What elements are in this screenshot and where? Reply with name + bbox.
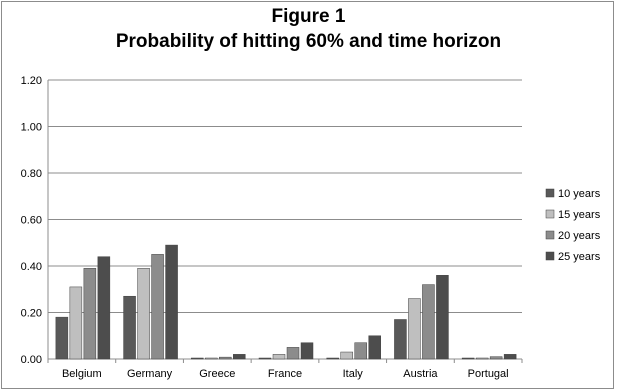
bar [489,356,503,360]
bar [83,268,97,360]
y-tick-label: 0.80 [21,168,42,180]
category-label: Portugal [468,368,509,380]
bar [286,347,300,360]
legend-swatch [545,230,555,240]
bar [219,356,232,360]
bar [272,354,286,360]
bar [422,284,435,360]
y-tick-label: 0.20 [21,308,42,320]
category-label: France [268,368,302,380]
chart-subtitle: Probability of hitting 60% and time hori… [115,31,502,52]
legend-label: 15 years [558,209,601,221]
y-tick-label: 0.00 [21,354,42,366]
bar [461,357,475,360]
bar [503,354,517,360]
category-label: Germany [127,368,173,380]
legend-swatch [545,251,555,261]
bar [191,357,204,360]
category-label: Greece [199,368,235,380]
legend-swatch [545,188,555,198]
bar [475,357,489,360]
bar [137,268,150,360]
bar [408,298,421,360]
bar [123,295,136,360]
bar [368,335,381,360]
bar [151,254,164,360]
bar [97,256,111,360]
bar [354,342,367,360]
y-tick-label: 1.00 [21,122,42,134]
legend-label: 25 years [558,251,601,263]
legend-swatch [545,209,555,219]
bar [258,357,272,360]
bar [55,316,69,360]
y-tick-label: 0.40 [21,261,42,273]
category-label: Italy [343,368,364,380]
bar [69,286,83,360]
bar [205,357,218,360]
y-tick-label: 1.20 [21,75,42,87]
legend-label: 20 years [558,230,601,242]
category-label: Belgium [62,368,102,380]
bar [326,357,339,360]
category-label: Austria [403,368,438,380]
bar [300,342,314,360]
bar [436,275,449,360]
bar [165,244,178,360]
chart-title: Figure 1 [271,6,346,27]
bar [394,319,407,360]
legend-label: 10 years [558,188,601,200]
bar [340,351,353,360]
y-tick-label: 0.60 [21,215,42,227]
bar [233,354,246,360]
